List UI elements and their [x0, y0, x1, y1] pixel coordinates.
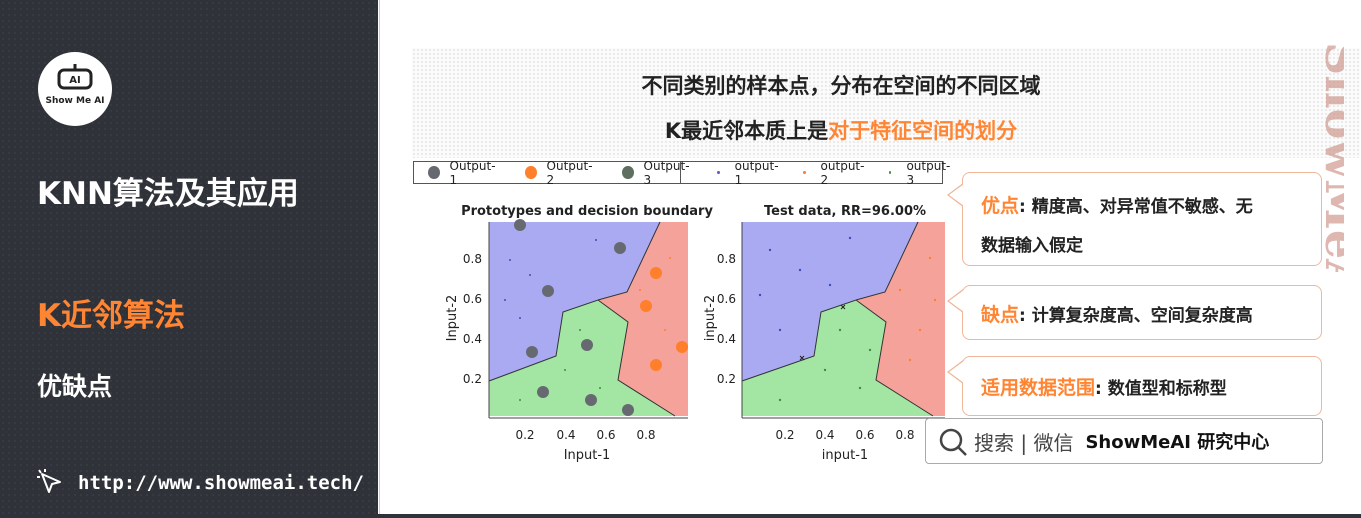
x-tick: 0.2 [515, 428, 534, 442]
subsection-title: 优缺点 [37, 372, 113, 401]
legend-item: Output-1 [428, 159, 497, 187]
legend-item: output-3 [888, 159, 951, 187]
plot-title: Prototypes and decision boundary [461, 204, 713, 219]
header-line-2: K最近邻本质上是对于特征空间的划分 [412, 115, 1270, 145]
x-axis-label: Input-1 [564, 448, 611, 463]
cons-card: 缺点: 计算复杂度高、空间复杂度高 [947, 285, 1322, 340]
pros-card: 优点: 精度高、对异常值不敏感、无 数据输入假定 [947, 172, 1322, 266]
robot-icon: AI [57, 64, 93, 90]
showmeai-logo[interactable]: AI Show Me AI [38, 52, 112, 126]
y-axis-label: input-2 [703, 295, 718, 341]
legend-item: Output-3 [622, 159, 691, 187]
plot-title: Test data, RR=96.00% [764, 204, 926, 219]
pros-text-2: 数据输入假定 [981, 236, 1083, 256]
legend-item: output-2 [802, 159, 865, 187]
wechat-search-box[interactable]: 搜索 | 微信 ShowMeAI 研究中心 [925, 418, 1323, 464]
website-link[interactable]: http://www.showmeai.tech/ [36, 465, 364, 501]
y-axis-label: Input-2 [445, 295, 460, 342]
x-tick: 0.6 [596, 428, 615, 442]
test-data-plot: Test data, RR=96.00% 0.8 0.6 0.4 0.2 0.2… [703, 204, 945, 463]
y-tick: 0.4 [463, 332, 482, 346]
legend-item: output-1 [717, 159, 779, 187]
header-band [412, 48, 1360, 158]
legend-item: Output-2 [525, 159, 594, 187]
website-url[interactable]: http://www.showmeai.tech/ [78, 472, 364, 494]
header-line-1: 不同类别的样本点，分布在空间的不同区域 [641, 74, 1041, 98]
cons-label: 缺点 [981, 304, 1020, 326]
cons-text: : 计算复杂度高、空间复杂度高 [1019, 306, 1253, 326]
cursor-click-icon [37, 469, 61, 493]
x-tick: 0.4 [556, 428, 575, 442]
sidebar: AI Show Me AI KNN算法及其应用 K近邻算法 优缺点 http:/… [0, 0, 378, 518]
course-title: KNN算法及其应用 [37, 176, 299, 212]
data-range-label: 适用数据范围 [981, 377, 1096, 399]
y-tick: 0.8 [463, 252, 482, 266]
search-brand: ShowMeAI 研究中心 [1085, 432, 1270, 453]
bottom-bar [378, 514, 1361, 518]
data-range-card: 适用数据范围: 数值型和标称型 [947, 356, 1322, 416]
x-tick: 0.8 [895, 428, 914, 442]
svg-text:AI: AI [69, 75, 80, 86]
y-tick: 0.6 [717, 292, 736, 306]
search-icon [939, 428, 967, 456]
header-line-2-highlight: 对于特征空间的划分 [828, 119, 1018, 143]
x-tick: 0.4 [815, 428, 834, 442]
x-axis-label: input-1 [822, 448, 868, 463]
section-title: K近邻算法 [37, 298, 186, 334]
legend: Output-1 Output-2 Output-3 output-1 outp… [413, 159, 950, 187]
pros-label: 优点 [981, 195, 1020, 217]
y-tick: 0.2 [463, 372, 482, 386]
y-tick: 0.6 [463, 292, 482, 306]
search-label: 搜索 | 微信 [974, 430, 1074, 455]
y-tick: 0.2 [717, 372, 736, 386]
data-range-text: : 数值型和标称型 [1095, 379, 1227, 399]
x-tick: 0.8 [636, 428, 655, 442]
y-tick: 0.8 [717, 252, 736, 266]
header-line-2-prefix: K最近邻本质上是 [664, 119, 829, 143]
x-tick: 0.2 [775, 428, 794, 442]
y-tick: 0.4 [717, 332, 736, 346]
x-tick: 0.6 [855, 428, 874, 442]
pros-text: : 精度高、对异常值不敏感、无 [1019, 197, 1253, 217]
decision-boundary-plot: Prototypes and decision boundary 0.8 0.6… [445, 204, 713, 463]
logo-text: Show Me AI [45, 96, 105, 106]
